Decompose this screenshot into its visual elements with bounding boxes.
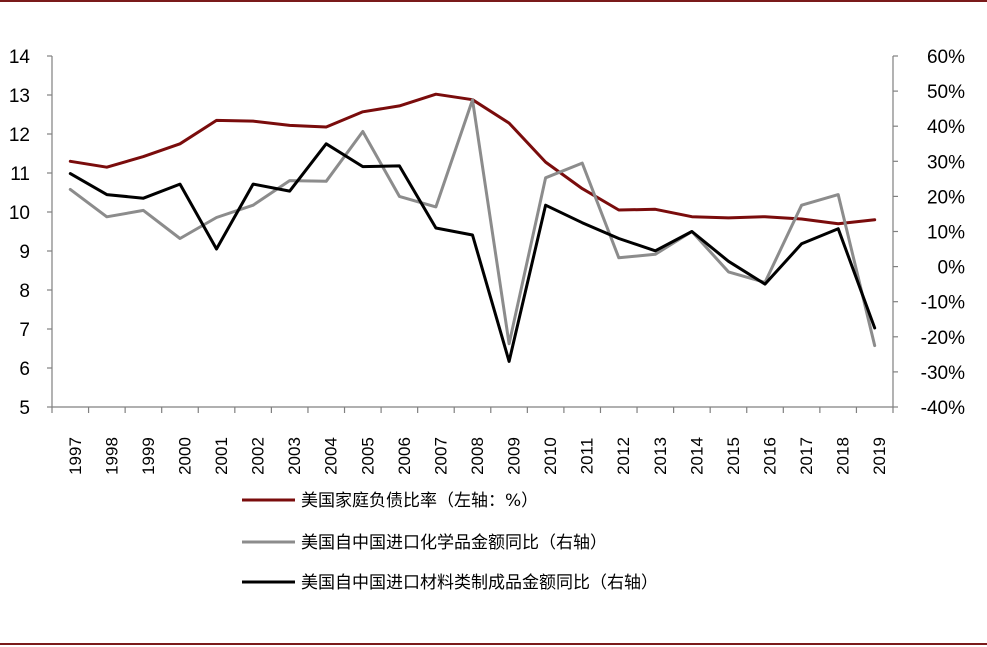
legend-label: 美国自中国进口材料类制成品金额同比（右轴）: [301, 573, 658, 593]
x-tick-label: 2003: [285, 437, 304, 475]
x-tick-label: 2017: [797, 437, 816, 475]
x-tick-label: 1997: [66, 437, 85, 475]
x-tick-label: 2001: [212, 437, 231, 475]
left-tick-label: 11: [10, 164, 30, 185]
x-tick-label: 2015: [724, 437, 743, 475]
left-tick-label: 14: [9, 47, 31, 68]
right-tick-label: 0%: [938, 258, 966, 279]
x-tick-label: 2007: [431, 437, 450, 475]
right-tick-label: 10%: [927, 223, 965, 244]
x-tick-label: 2002: [249, 437, 268, 475]
left-tick-label: 6: [19, 359, 30, 380]
x-tick-label: 2000: [175, 437, 194, 475]
bottom-rule: [0, 643, 987, 645]
right-tick-label: 30%: [927, 152, 965, 173]
left-tick-label: 7: [19, 320, 30, 341]
right-tick-label: 60%: [927, 47, 965, 68]
right-tick-label: -40%: [921, 398, 965, 419]
left-tick-label: 10: [9, 203, 30, 224]
left-tick-label: 12: [9, 125, 30, 146]
x-tick-label: 2019: [870, 437, 889, 475]
top-rule: [0, 0, 987, 2]
x-tick-label: 2011: [578, 438, 597, 475]
chart-series: [68, 92, 877, 363]
right-tick-label: 40%: [927, 117, 965, 138]
x-tick-label: 2014: [687, 437, 706, 475]
x-tick-label: 2018: [834, 437, 853, 475]
right-tick-label: -30%: [921, 363, 965, 384]
right-tick-label: -10%: [921, 293, 965, 314]
x-tick-label: 2005: [358, 437, 377, 475]
x-tick-label: 2004: [322, 437, 341, 475]
left-tick-label: 8: [19, 281, 30, 302]
chart-axes: 5 6 7 8 9 10 11 12 13 14 -40% -30% -20% -10% 0% 10% 20% 3…: [9, 47, 965, 475]
x-tick-label: 2010: [541, 437, 560, 475]
right-tick-label: 20%: [927, 187, 965, 208]
left-tick-label: 5: [19, 398, 30, 419]
right-tick-label: -20%: [921, 328, 965, 349]
chart-legend: 美国家庭负债比率（左轴：%） 美国自中国进口化学品金额同比（右轴） 美国自中国进口材…: [242, 491, 658, 593]
left-tick-label: 9: [19, 242, 30, 263]
x-tick-label: 2008: [468, 437, 487, 475]
x-tick-label: 1999: [139, 437, 158, 475]
x-tick-label: 2012: [614, 437, 633, 475]
x-tick-label: 2006: [395, 437, 414, 475]
left-tick-label: 13: [9, 86, 30, 107]
x-tick-label: 1998: [102, 437, 121, 475]
x-tick-label: 2013: [651, 437, 670, 475]
material-goods-imports-yoy-line: [68, 142, 877, 363]
legend-label: 美国自中国进口化学品金额同比（右轴）: [301, 533, 607, 553]
right-tick-label: 50%: [927, 82, 965, 103]
x-tick-label: 2009: [505, 437, 524, 475]
x-tick-label: 2016: [761, 437, 780, 475]
legend-label: 美国家庭负债比率（左轴：%）: [301, 491, 538, 511]
